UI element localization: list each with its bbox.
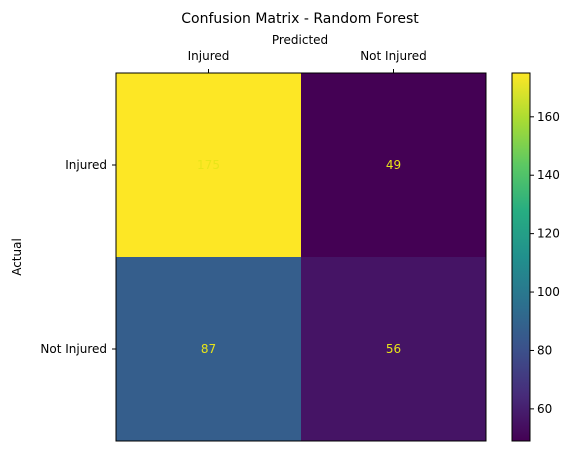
y-axis-ticks: Injured Not Injured: [40, 158, 116, 356]
cell-value-label: 175: [197, 158, 220, 172]
colorbar-tick-label: 100: [537, 285, 560, 299]
y-tick-label: Not Injured: [40, 342, 107, 356]
heatmap-cell: [116, 257, 302, 442]
heatmap-cell: [116, 73, 302, 258]
chart-title: Confusion Matrix - Random Forest: [181, 11, 419, 27]
y-axis-label: Actual: [10, 238, 24, 276]
x-tick-label: Not Injured: [360, 49, 427, 63]
colorbar-tick-label: 140: [537, 168, 560, 182]
colorbar-tick-label: 120: [537, 227, 560, 241]
x-axis-ticks: Injured Not Injured: [188, 49, 427, 73]
y-tick-label: Injured: [65, 158, 107, 172]
cell-value-label: 87: [201, 342, 216, 356]
x-tick-label: Injured: [188, 49, 230, 63]
cell-value-label: 56: [386, 342, 401, 356]
colorbar-tick-label: 60: [537, 402, 552, 416]
plot-frame: [115, 72, 487, 442]
heatmap-cells: [116, 73, 487, 442]
heatmap-cell: [301, 257, 487, 442]
cell-value-label: 49: [386, 158, 401, 172]
colorbar-ticks: 60 80 100 120 140 160: [530, 110, 560, 416]
heatmap-cell-labels: 175 49 87 56: [197, 158, 401, 356]
colorbar: [511, 72, 531, 442]
colorbar-tick-label: 160: [537, 110, 560, 124]
colorbar-tick-label: 80: [537, 343, 552, 357]
x-axis-label: Predicted: [272, 33, 328, 47]
heatmap-cell: [301, 73, 487, 258]
